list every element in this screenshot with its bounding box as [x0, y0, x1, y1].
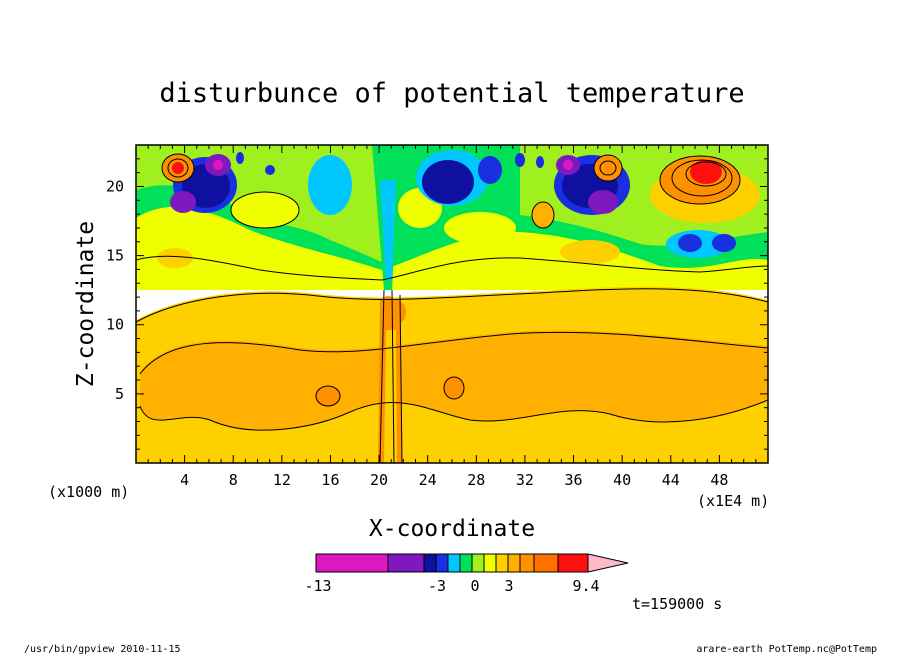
colorbar-swatch — [447, 553, 461, 573]
colorbar — [315, 553, 629, 573]
contour-line — [139, 331, 768, 375]
contour-ring — [315, 385, 341, 407]
x-tick-label: 36 — [565, 471, 583, 489]
y-tick-label: 5 — [115, 385, 124, 403]
colorbar-swatch — [315, 553, 389, 573]
column-cyan — [380, 180, 396, 280]
blue-cell — [515, 153, 525, 167]
contour-line — [379, 289, 385, 463]
gold-cell — [157, 248, 193, 268]
x-tick-label: 44 — [662, 471, 680, 489]
contour-line — [399, 294, 403, 463]
upper-cold-region — [136, 145, 768, 270]
footer-left: /usr/bin/gpview 2010-11-15 — [24, 644, 181, 654]
colorbar-arrow — [587, 553, 629, 573]
colorbar-swatch — [557, 553, 589, 573]
dark-blue-cell — [422, 160, 474, 204]
contour-ring — [685, 161, 727, 187]
colorbar-swatch — [483, 553, 497, 573]
colorbar-swatch — [387, 553, 425, 573]
x-unit-left: (x1000 m) — [48, 483, 129, 501]
colorbar-swatch — [533, 553, 559, 573]
colorbar-label: 0 — [470, 577, 479, 595]
colorbar-swatch — [507, 553, 521, 573]
central-column — [372, 145, 402, 463]
contour-ring — [443, 376, 465, 400]
x-tick-label: 48 — [710, 471, 728, 489]
warm-cell — [532, 202, 554, 228]
x-tick-label: 8 — [229, 471, 238, 489]
x-tick-label: 28 — [467, 471, 485, 489]
warm-cell — [690, 160, 722, 184]
gold-cell — [560, 240, 620, 264]
contour-ring — [230, 191, 300, 229]
y-tick-marks: 5 10 15 20 — [106, 158, 768, 450]
contour-ring — [593, 154, 623, 182]
x-tick-marks: 4 8 12 16 20 24 28 32 36 40 44 48 — [147, 145, 757, 489]
x-tick-label: 4 — [180, 471, 189, 489]
colorbar-swatch — [495, 553, 509, 573]
purple-cell — [170, 191, 196, 213]
x-tick-label: 12 — [273, 471, 291, 489]
contour-ring — [671, 159, 733, 197]
time-annotation: t=159000 s — [632, 595, 722, 613]
contour-line — [136, 288, 768, 323]
column-gold — [384, 330, 397, 463]
colorbar-swatch — [459, 553, 473, 573]
contour-ring — [531, 201, 555, 229]
orange-cell — [316, 386, 340, 406]
blue-cell — [265, 165, 275, 175]
magenta-cell — [563, 160, 573, 170]
warm-cell — [172, 162, 184, 174]
x-unit-right: (x1E4 m) — [697, 492, 769, 510]
magenta-cell — [213, 160, 223, 170]
colorbar-label: -3 — [428, 577, 446, 595]
x-tick-label: 24 — [419, 471, 437, 489]
contour-line — [136, 255, 768, 281]
x-axis-label: X-coordinate — [369, 516, 535, 542]
cyan-cell — [308, 155, 352, 215]
x-tick-label: 16 — [321, 471, 339, 489]
colorbar-swatch — [471, 553, 485, 573]
contour-line — [391, 289, 395, 463]
contour-ring — [167, 158, 189, 178]
y-tick-label: 20 — [106, 177, 124, 195]
chart-title: disturbunce of potential temperature — [159, 78, 744, 109]
contour-field — [136, 145, 768, 463]
warm-cell — [594, 155, 622, 181]
y-axis-label: Z-coordinate — [73, 221, 99, 387]
purple-cell — [588, 190, 618, 214]
colorbar-swatch — [435, 553, 449, 573]
blue-cell — [236, 152, 244, 164]
contour-lines — [136, 255, 768, 463]
blue-cell — [678, 234, 702, 252]
blue-cell — [536, 156, 544, 168]
colorbar-label: 9.4 — [572, 577, 599, 595]
y-tick-label: 10 — [106, 316, 124, 334]
orange-cell — [444, 377, 464, 399]
contour-line — [139, 399, 768, 431]
colorbar-labels: -13 -3 0 3 9.4 — [304, 577, 599, 595]
x-tick-label: 32 — [516, 471, 534, 489]
colorbar-swatch — [519, 553, 535, 573]
colorbar-label: 3 — [504, 577, 513, 595]
contour-ring — [599, 160, 617, 176]
blue-cell — [478, 156, 502, 184]
colorbar-label: -13 — [304, 577, 331, 595]
yellow-patch — [231, 192, 299, 228]
footer-right: arare-earth_PotTemp.nc@PotTemp — [696, 644, 877, 654]
x-tick-label: 20 — [370, 471, 388, 489]
yellow-patch — [444, 212, 516, 244]
contour-ring — [659, 155, 741, 205]
x-tick-label: 40 — [613, 471, 631, 489]
contour-ring — [161, 153, 195, 183]
colorbar-swatch — [423, 553, 437, 573]
blue-cell — [712, 234, 736, 252]
contour-cell-outlines — [161, 153, 741, 407]
y-tick-label: 15 — [106, 247, 124, 265]
